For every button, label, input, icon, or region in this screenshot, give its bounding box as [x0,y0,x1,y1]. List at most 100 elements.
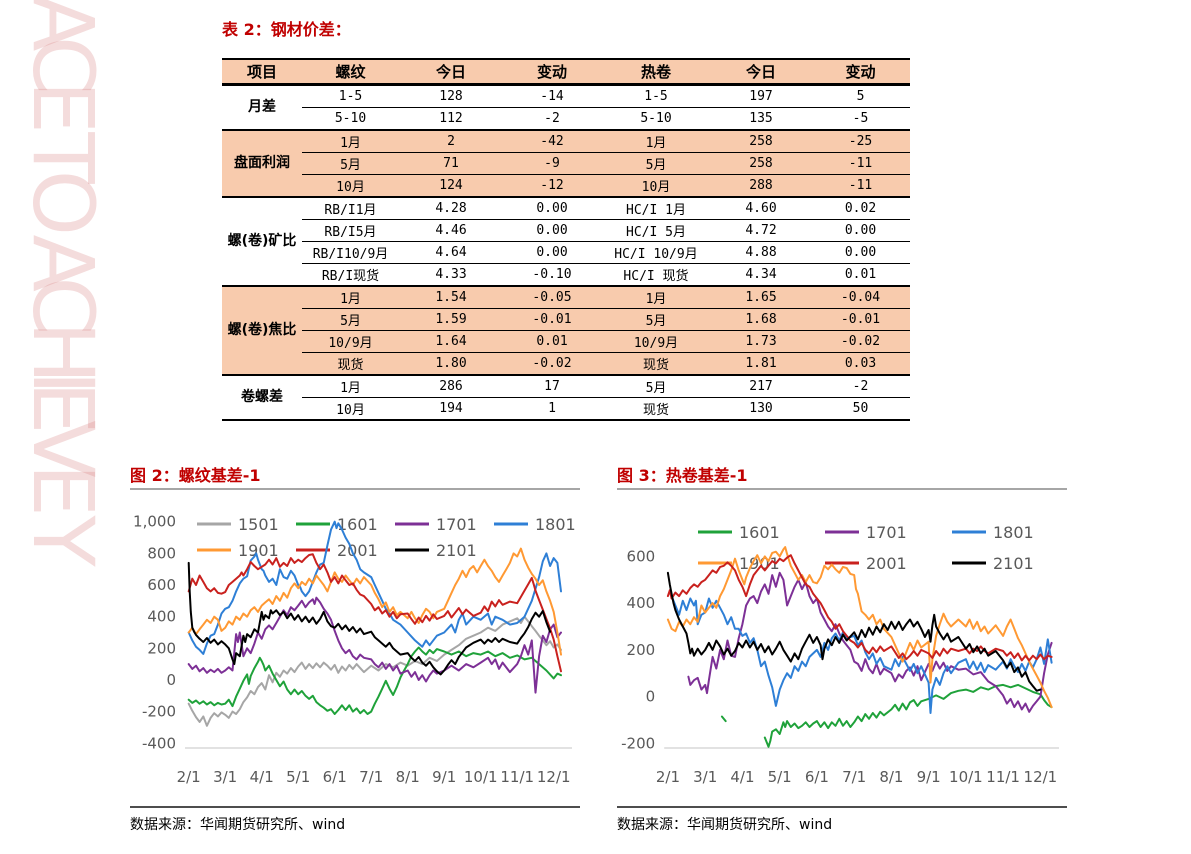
figure-3: 图 3：热卷基差-1 -200 0 200 400 600 2/1 3/1 4/1 5/1 6/1… [617,462,1067,834]
table-cell: 5-10 [302,107,399,131]
table-cell: -11 [811,152,910,175]
table-cell: 112 [399,107,503,131]
table-cell: 4.46 [399,219,503,242]
series-line-1601 [763,683,1053,748]
table-row: RB/I10/9月 4.64 0.00 HC/I 10/9月 4.88 0.00 [222,241,910,264]
table-cell: 10月 [601,174,711,198]
table-cell: 4.64 [399,241,503,264]
table-cell: -0.04 [811,285,910,309]
series-line-1601 [187,646,562,715]
series-line-1801 [670,595,1053,714]
table-cell: 130 [711,397,811,421]
x-tick-label: 7/1 [842,768,866,786]
series-line-1901 [666,546,1053,709]
table-cell: 现货 [601,397,711,421]
table-cell: -12 [503,174,601,198]
column-header: 项目 [246,62,277,81]
y-tick-label: 800 [147,544,176,562]
table-cell: 5月 [601,374,711,398]
table-row: 螺(卷)矿比 RB/I1月 4.28 0.00 HC/I 1月 4.60 0.02 [222,196,910,287]
table-title: 表 2：钢材价差： [222,20,351,39]
table-cell: -0.01 [811,308,910,331]
y-tick-label: 600 [147,576,176,594]
table-cell: -9 [503,152,601,175]
column-header: 变动 [536,62,567,81]
table-cell: 1月 [302,374,399,398]
figure-source: 数据来源：华闻期货研究所、wind [130,817,346,833]
table-cell: -5 [811,107,910,131]
table-cell: 0.02 [811,196,910,220]
series-line-1501 [187,615,562,727]
legend-label-1701: 1701 [866,523,907,542]
x-tick-label: 9/1 [917,768,941,786]
table-cell: RB/I10/9月 [302,241,399,264]
x-tick-label: 8/1 [396,768,420,786]
figure-bottom-rule [130,806,580,808]
table-row: 5月 71 -9 5月 258 -11 [222,152,910,175]
legend-label-1801: 1801 [993,523,1034,542]
table-cell: 4.60 [711,196,811,220]
steel-price-table: 项目 螺纹 今日 变动 热卷 今日 变动 月差 1-5 128 -14 1-5 197 5 5-10 112… [222,58,910,421]
figure-title-rule [617,488,1067,490]
table-cell: 1-5 [302,84,399,108]
table-cell: 1月 [601,129,711,153]
table-cell: 1月 [302,285,399,309]
table-cell: 0.03 [811,352,910,376]
table-cell: 288 [711,174,811,198]
figure-title: 图 3：热卷基差-1 [617,466,748,485]
group-label-cell: 盘面利润 [222,129,302,198]
table-cell: 0.00 [503,196,601,220]
table-cell: 258 [711,129,811,153]
table-cell: -0.05 [503,285,601,309]
x-tick-label: 9/1 [432,768,456,786]
table-cell: 217 [711,374,811,398]
table-cell: 4.88 [711,241,811,264]
column-header: 今日 [745,62,776,81]
table-cell: 5 [811,84,910,108]
table-row: 5月 1.59 -0.01 5月 1.68 -0.01 [222,308,910,331]
figure-title-rule [130,488,580,490]
table-cell: 0.00 [811,219,910,242]
hotcoil-basis-chart: -200 0 200 400 600 2/1 3/1 4/1 5/1 6/1 7/1 8/1 9/1 10… [621,523,1059,786]
y-tick-label: 200 [147,639,176,657]
table-cell: 0.00 [503,219,601,242]
table-cell: 1.59 [399,308,503,331]
table-cell: 4.33 [399,263,503,287]
x-tick-label: 3/1 [213,768,237,786]
legend-label-2101: 2101 [993,554,1034,573]
table-cell: 5月 [302,308,399,331]
table-row: 10/9月 1.64 0.01 10/9月 1.73 -0.02 [222,330,910,353]
table-row: 月差 1-5 128 -14 1-5 197 5 [222,84,910,131]
y-tick-label: -200 [142,703,176,721]
x-tick-label: 12/1 [1024,768,1058,786]
column-header: 今日 [435,62,466,81]
x-tick-label: 3/1 [693,768,717,786]
group-label-cell: 螺(卷)矿比 [222,196,302,287]
table-row: 螺(卷)焦比 1月 1.54 -0.05 1月 1.65 -0.04 [222,285,910,376]
column-header: 热卷 [640,62,671,81]
group-label-cell: 卷螺差 [222,374,302,421]
x-tick-label: 4/1 [730,768,754,786]
legend-label-1701: 1701 [436,515,477,534]
table-cell: 5月 [601,152,711,175]
column-header: 变动 [845,62,876,81]
legend-label-2101: 2101 [436,541,477,560]
table-cell: -0.02 [503,352,601,376]
series-line-2101 [666,571,1042,692]
legend-label-2001: 2001 [337,541,378,560]
table-cell: 现货 [601,352,711,376]
table-row: 10月 124 -12 10月 288 -11 [222,174,910,198]
y-tick-label: 600 [627,547,656,565]
table-cell: 现货 [302,352,399,376]
x-tick-label: 11/1 [986,768,1020,786]
table-cell: 0.01 [503,330,601,353]
x-tick-label: 2/1 [177,768,201,786]
figure-bottom-rule [617,806,1067,808]
table-cell: -2 [503,107,601,131]
table-cell: 10月 [302,397,399,421]
table-cell: 0.01 [811,263,910,287]
table-cell: 71 [399,152,503,175]
y-tick-label: -400 [142,734,176,752]
table-cell: 0.00 [811,241,910,264]
y-tick-label: 1,000 [133,513,176,531]
